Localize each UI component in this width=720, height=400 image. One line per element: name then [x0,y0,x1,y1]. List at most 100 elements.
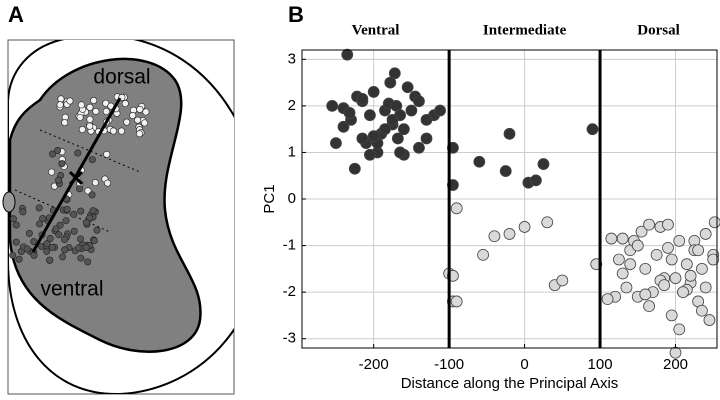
point [434,104,446,117]
cell-dot [56,101,64,109]
chart: -200 -100 0 100 200 -3 -2 -1 0 1 2 3 Ventral Intermed… [261,22,720,392]
point [367,86,380,98]
cell-dot [76,113,84,121]
cell-dot [118,127,126,135]
cell-dot [52,225,60,233]
panel-label: B [288,2,304,27]
point [413,141,425,154]
diagram: dorsal ventral [2,39,235,395]
cell-dot [123,118,131,126]
point [394,146,406,159]
cell-dot [43,247,51,255]
cell-dot [88,156,96,164]
cell-dot [91,179,99,187]
plot-frame [301,49,718,349]
point [386,113,399,126]
cell-dot [77,101,85,109]
cell-dot [12,221,20,229]
cell-dot [49,150,57,158]
y-tick-label: 3 [288,50,296,67]
point [639,262,652,275]
point [696,262,708,275]
point [624,258,637,271]
point [391,132,404,145]
point [665,309,678,322]
point [696,304,708,317]
x-tick-label: -200 [359,356,389,373]
y-tick-label: 2 [288,97,296,114]
point [650,248,663,261]
panel-label: A [8,2,24,27]
point [356,132,369,145]
point [397,123,410,136]
region-label: dorsal [93,66,150,89]
point [541,216,554,229]
x-tick-label: 100 [588,356,613,373]
point [337,120,350,133]
marker-ellipse [2,191,16,213]
point [643,300,655,312]
cell-dot [78,126,86,134]
point [364,109,376,122]
cell-dot [121,100,129,108]
point [326,99,339,112]
cell-dot [75,244,83,252]
cell-dot [62,217,70,225]
point [341,48,354,61]
cell-dot [82,219,90,227]
point [420,113,433,126]
cell-dot [86,103,94,111]
cell-dot [9,251,17,259]
y-axis-label: PC1 [261,184,278,213]
cell-dot [84,258,92,266]
cell-dot [12,238,20,246]
cell-dot [93,226,101,234]
x-tick-label: 200 [663,356,688,373]
cell-dot [61,235,69,243]
cell-dot [77,254,85,262]
point [343,106,356,119]
cell-dot [76,185,84,193]
point [703,314,716,326]
cell-dot [142,108,150,116]
point [405,104,418,117]
cell-dot [90,237,98,245]
inner-region [8,57,202,353]
cell-dot [86,122,94,130]
cell-dot [39,215,47,223]
point [662,241,674,254]
cell-dot [9,215,17,223]
point [658,279,671,292]
x-tick-label: -100 [434,356,464,373]
cell-dot [48,168,56,176]
cell-dot [15,255,23,263]
point [620,281,633,294]
point [473,155,486,168]
point [503,127,516,140]
point [680,258,693,271]
cell-dot [90,96,98,104]
point [616,267,629,280]
cell-dot [19,208,27,216]
y-tick-label: -1 [283,237,296,254]
point [665,253,678,266]
cell-dot [70,227,78,235]
cell-dot [141,119,149,127]
cell-dot [25,229,33,237]
cell-dot [74,149,82,157]
point [364,148,376,161]
cell-dot [46,256,54,264]
cell-dot [103,150,111,158]
x-axis-label: Distance along the Principal Axis [401,375,619,392]
cell-dot [55,231,63,239]
center-cross [68,170,84,186]
cell-dot [30,238,38,246]
point [379,123,391,136]
point [518,221,531,233]
point [401,81,414,94]
cell-dot [61,119,69,127]
cell-dot [109,127,117,135]
point [556,274,569,287]
point [420,132,433,145]
cell-dot [92,107,100,115]
